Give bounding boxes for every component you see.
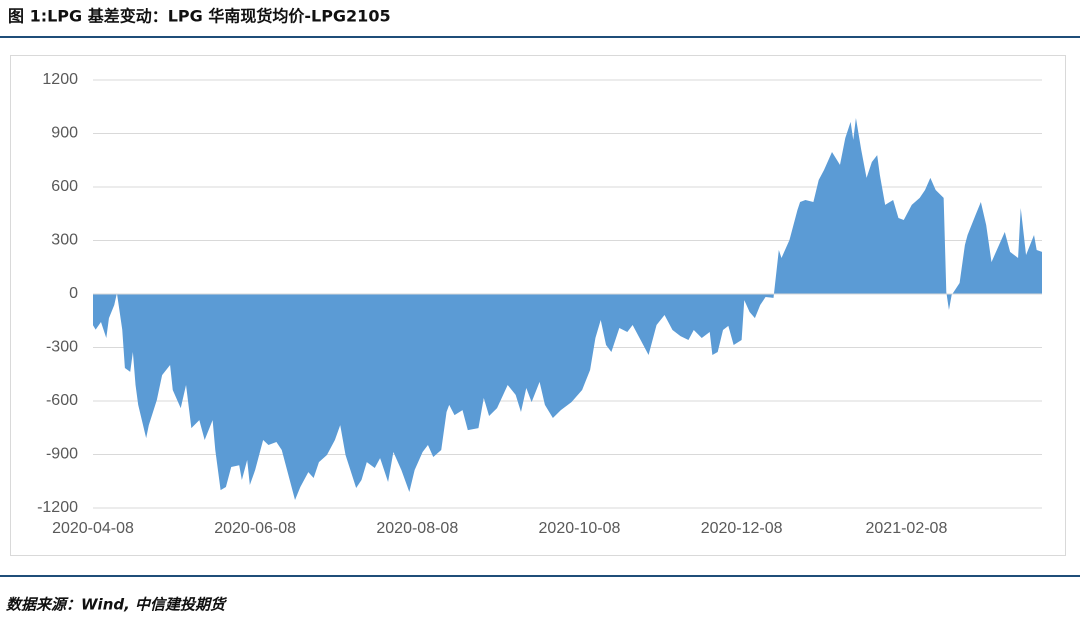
y-tick-label: -300 [46, 339, 78, 356]
y-tick-label: 1200 [42, 71, 78, 88]
area [93, 117, 1042, 500]
y-tick-label: -600 [46, 392, 78, 409]
y-tick-label: -900 [46, 446, 78, 463]
x-tick-label: 2020-08-08 [376, 520, 458, 537]
y-tick-label: 600 [51, 178, 78, 195]
chart-frame [10, 55, 1066, 556]
y-tick-label: -1200 [37, 499, 78, 516]
y-tick-label: 0 [69, 285, 78, 302]
x-tick-label: 2020-12-08 [701, 520, 783, 537]
y-tick-label: 900 [51, 125, 78, 142]
source-note: 数据来源：Wind, 中信建投期货 [6, 596, 228, 614]
x-tick-label: 2020-06-08 [214, 520, 296, 537]
x-tick-label: 2021-02-08 [866, 520, 948, 537]
x-tick-label: 2020-04-08 [52, 520, 134, 537]
chart-title: 图 1:LPG 基差变动：LPG 华南现货均价-LPG2105 [8, 7, 391, 26]
y-tick-label: 300 [51, 232, 78, 249]
x-tick-label: 2020-10-08 [539, 520, 621, 537]
